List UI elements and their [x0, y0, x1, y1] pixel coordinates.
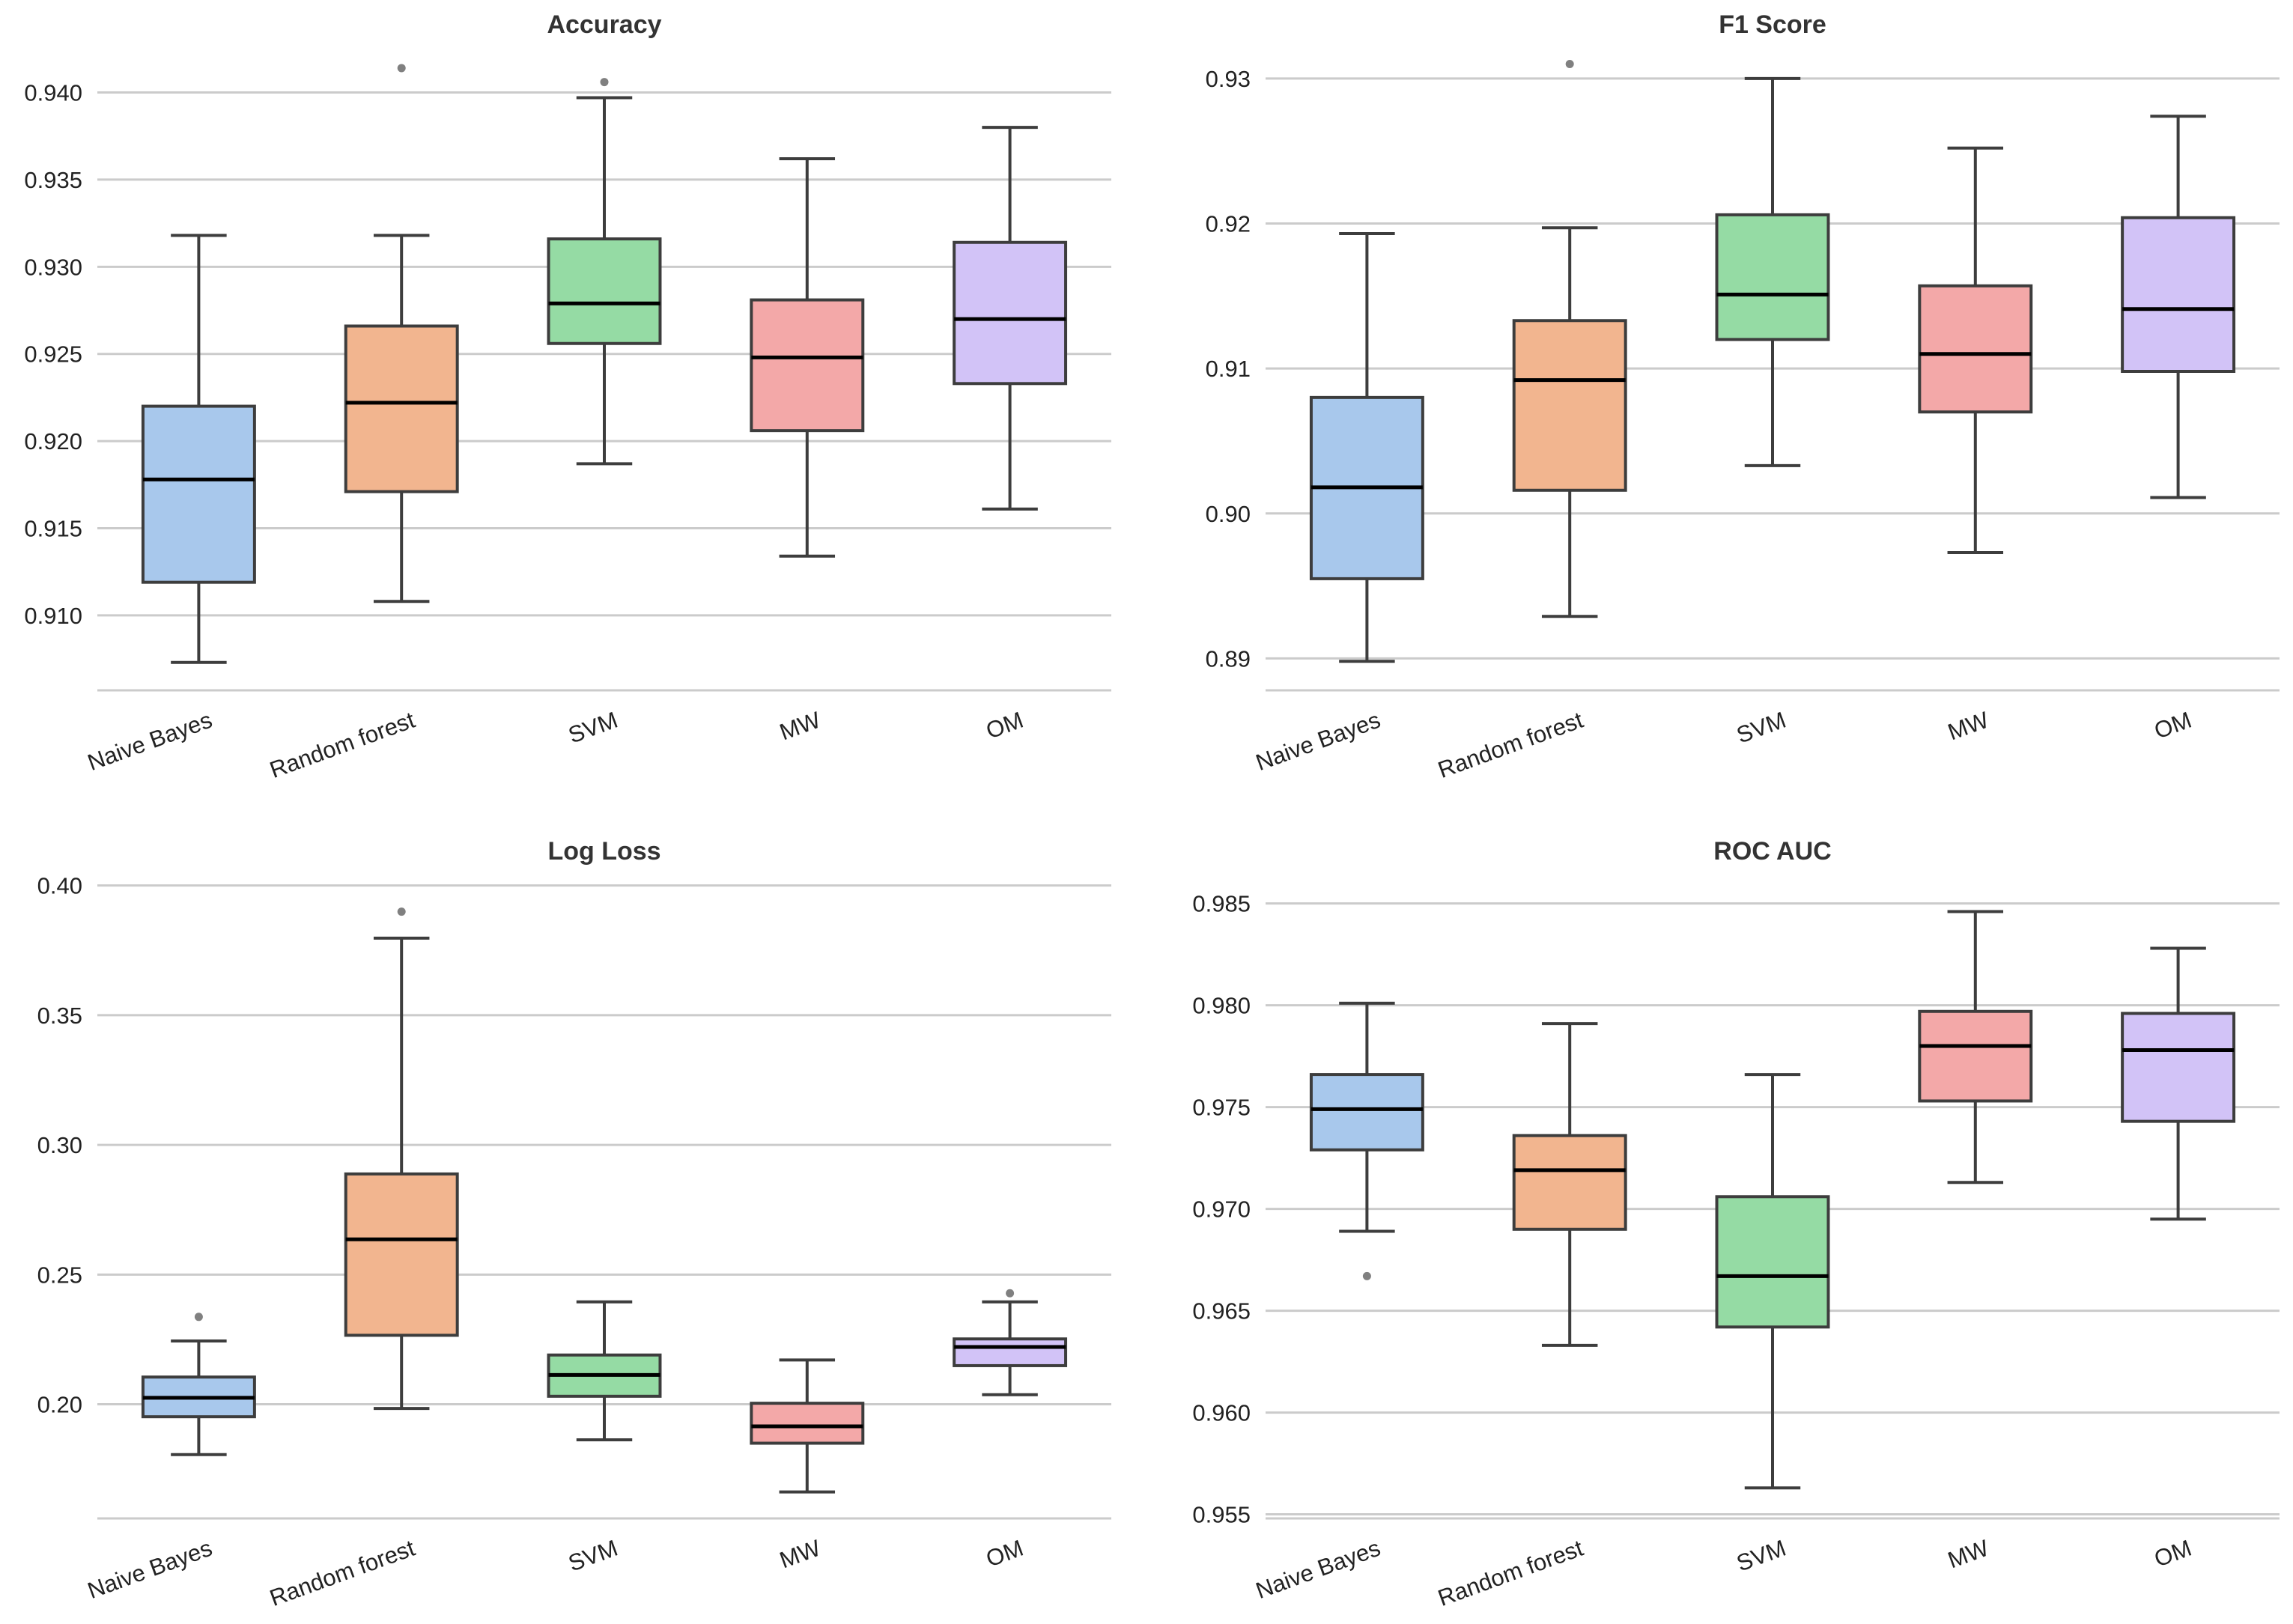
x-tick-label: MW [1944, 706, 1992, 745]
x-tick-label: SVM [1733, 707, 1789, 749]
outlier-point [1006, 1289, 1015, 1298]
outlier-point [1565, 59, 1574, 68]
y-tick-label: 0.915 [24, 516, 82, 542]
y-tick-label: 0.35 [37, 1003, 82, 1029]
iqr-box [344, 1172, 459, 1337]
iqr-box [1309, 1073, 1424, 1152]
iqr-box [1918, 1009, 2033, 1103]
box-svm [547, 78, 662, 466]
box-random-forest [1512, 1022, 1627, 1347]
y-tick-label: 0.92 [1206, 210, 1251, 237]
box-svm [1715, 1073, 1830, 1490]
box-random-forest [344, 64, 459, 603]
x-tick-label: Naive Bayes [1252, 1535, 1384, 1604]
y-tick-label: 0.89 [1206, 645, 1251, 672]
y-tick-label: 0.920 [24, 428, 82, 454]
outlier-point [397, 64, 406, 73]
iqr-box [141, 404, 256, 584]
outlier-point [600, 78, 609, 87]
y-tick-label: 0.30 [37, 1132, 82, 1158]
box-svm [1715, 76, 1830, 467]
y-tick-label: 0.980 [1192, 993, 1251, 1019]
x-tick-label: Naive Bayes [1252, 707, 1384, 776]
x-tick-label: OM [2151, 707, 2195, 744]
box-naive-bayes [141, 234, 256, 664]
box-mw [1918, 146, 2033, 555]
iqr-box [2121, 1012, 2236, 1123]
y-tick-label: 0.930 [24, 254, 82, 280]
chart-title: F1 Score [1719, 10, 1826, 39]
chart-title: Log Loss [547, 837, 660, 866]
outlier-point [397, 907, 406, 916]
x-tick-label: SVM [565, 707, 621, 749]
iqr-box [953, 1337, 1068, 1367]
iqr-box [1715, 213, 1830, 341]
x-tick-label: MW [776, 706, 824, 745]
y-tick-label: 0.940 [24, 80, 82, 106]
x-tick-label: Random forest [1435, 707, 1587, 784]
y-tick-label: 0.93 [1206, 66, 1251, 92]
box-random-forest [344, 907, 459, 1411]
x-tick-label: OM [2151, 1535, 2195, 1572]
iqr-box [1918, 284, 2033, 414]
iqr-box [344, 324, 459, 493]
chart-title: ROC AUC [1713, 837, 1831, 866]
outlier-point [1362, 1271, 1371, 1280]
y-tick-label: 0.985 [1192, 891, 1251, 917]
chart-title: Accuracy [547, 10, 661, 39]
chart-panel-4: ROC AUC 0.955 0.960 0.965 0.970 0.975 0.980 0.9… [1192, 837, 2280, 1611]
x-tick-label: MW [776, 1534, 824, 1573]
box-om [2121, 115, 2236, 499]
x-tick-label: MW [1944, 1534, 1992, 1573]
outlier-point [194, 1313, 203, 1322]
x-tick-label: SVM [565, 1535, 621, 1577]
box-om [953, 126, 1068, 511]
box-om [953, 1289, 1068, 1396]
iqr-box [1512, 1134, 1627, 1231]
chart-panel-3: Log Loss 0.20 0.25 0.30 0.35 0.40 Naive Bayes R… [37, 837, 1111, 1611]
y-tick-label: 0.910 [24, 603, 82, 629]
chart-panel-1: Accuracy 0.910 0.915 0.920 0.925 0.930 0.935 0.… [24, 10, 1111, 783]
x-tick-label: Naive Bayes [84, 1535, 216, 1604]
box-svm [547, 1300, 662, 1442]
x-tick-label: OM [983, 707, 1027, 744]
box-random-forest [1512, 59, 1627, 618]
iqr-box [1715, 1195, 1830, 1329]
box-naive-bayes [141, 1313, 256, 1456]
box-naive-bayes [1309, 1001, 1424, 1280]
y-tick-label: 0.975 [1192, 1095, 1251, 1121]
iqr-box [953, 240, 1068, 386]
y-tick-label: 0.970 [1192, 1196, 1251, 1223]
iqr-box [2121, 216, 2236, 373]
iqr-box [547, 237, 662, 345]
y-tick-label: 0.40 [37, 873, 82, 899]
y-tick-label: 0.25 [37, 1262, 82, 1288]
x-tick-label: Random forest [267, 707, 419, 784]
y-tick-label: 0.91 [1206, 356, 1251, 382]
y-tick-label: 0.90 [1206, 501, 1251, 527]
box-mw [750, 157, 865, 558]
iqr-box [1512, 319, 1627, 492]
chart-panel-2: F1 Score 0.89 0.90 0.91 0.92 0.93 Naive Bayes R… [1206, 10, 2280, 783]
box-mw [750, 1358, 865, 1494]
box-mw [1918, 910, 2033, 1184]
y-tick-label: 0.935 [24, 167, 82, 193]
y-tick-label: 0.965 [1192, 1298, 1251, 1325]
y-tick-label: 0.20 [37, 1392, 82, 1418]
x-tick-label: OM [983, 1535, 1027, 1572]
y-tick-label: 0.955 [1192, 1502, 1251, 1528]
box-om [2121, 946, 2236, 1221]
iqr-box [750, 1402, 865, 1445]
box-naive-bayes [1309, 232, 1424, 663]
x-tick-label: SVM [1733, 1535, 1789, 1577]
x-tick-label: Random forest [1435, 1535, 1587, 1612]
y-tick-label: 0.925 [24, 341, 82, 368]
iqr-box [750, 298, 865, 433]
x-tick-label: Random forest [267, 1535, 419, 1612]
y-tick-label: 0.960 [1192, 1400, 1251, 1426]
x-tick-label: Naive Bayes [84, 707, 216, 776]
